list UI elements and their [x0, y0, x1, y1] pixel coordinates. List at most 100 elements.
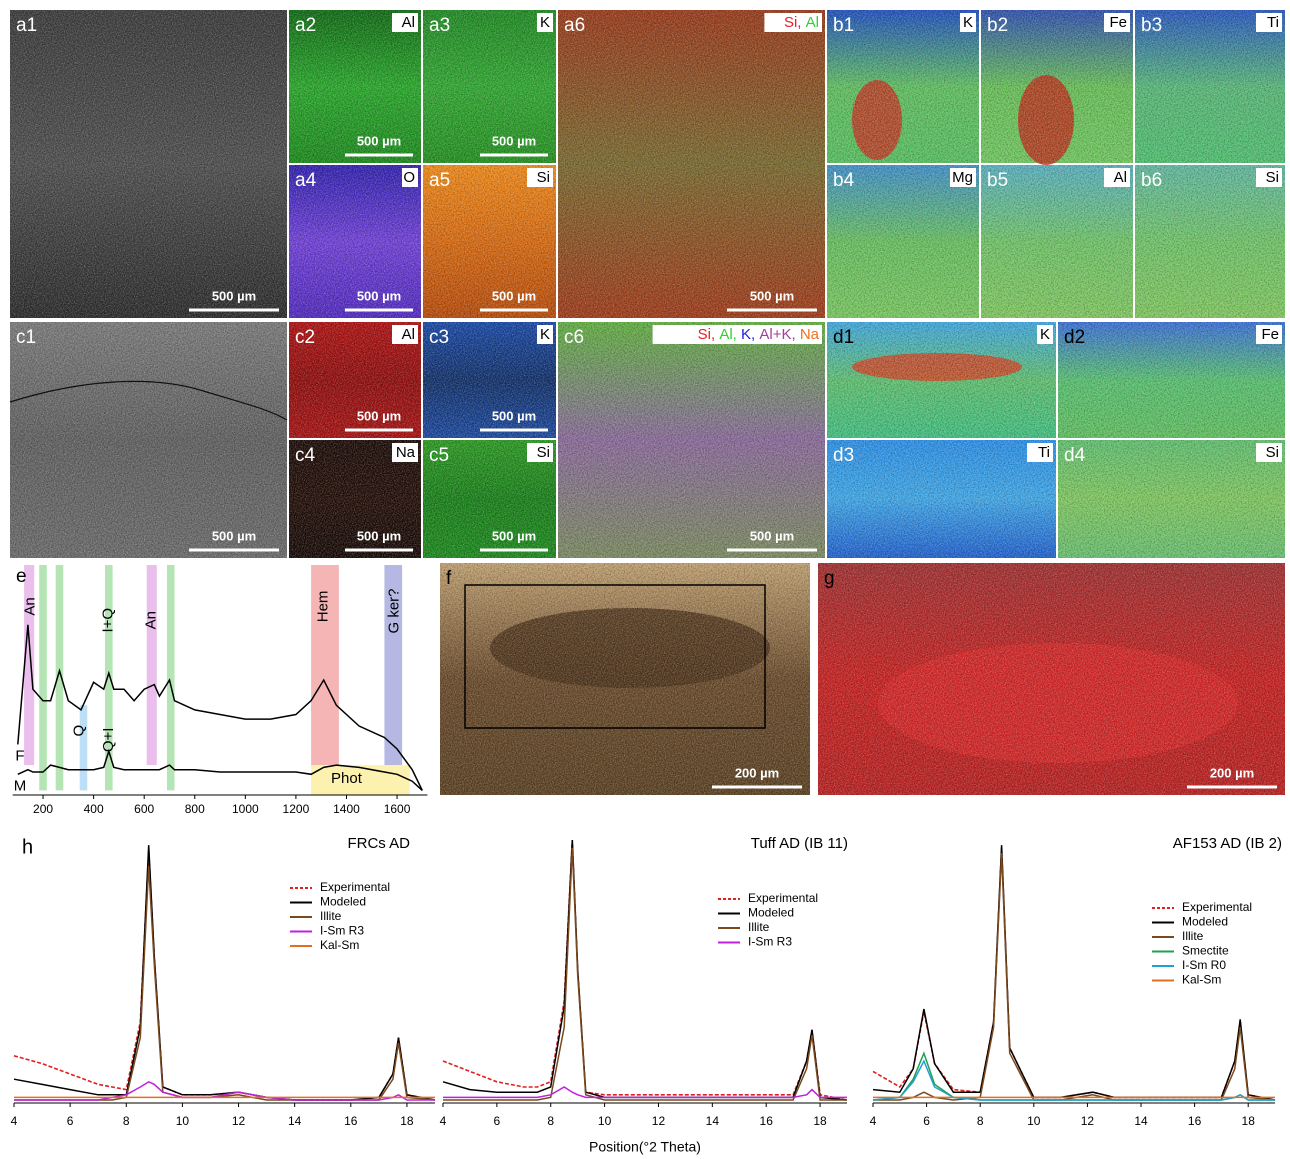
scale-bar-label: 200 µm — [1210, 765, 1254, 780]
x-tick-label: 12 — [652, 1114, 666, 1128]
panel-texture — [827, 440, 1056, 558]
panel-label: c2 — [295, 327, 315, 348]
legend-label: Experimental — [320, 880, 390, 894]
element-tag-part: Al+K, — [759, 326, 799, 343]
series-line — [443, 848, 847, 1100]
x-tick-label: 4 — [870, 1114, 877, 1128]
element-tag: Si — [1266, 444, 1279, 461]
element-tag-part: K, — [741, 326, 759, 343]
x-tick-label: 1200 — [283, 802, 310, 816]
scale-bar-label: 500 µm — [750, 288, 794, 303]
element-tag: Mg — [952, 169, 973, 186]
panel-label: c3 — [429, 327, 449, 348]
x-tick-label: 16 — [760, 1114, 774, 1128]
legend-label: Illite — [748, 920, 770, 934]
panel-label: c5 — [429, 445, 449, 466]
panel-label: d1 — [833, 327, 854, 348]
x-tick-label: 16 — [344, 1114, 358, 1128]
element-tag: Al — [402, 14, 415, 31]
annotation: An — [143, 611, 160, 629]
band — [167, 565, 175, 790]
legend-label: I-Sm R0 — [1182, 958, 1226, 972]
panel-label: b3 — [1141, 15, 1162, 36]
panel-texture — [1058, 440, 1285, 558]
x-tick-label: 1600 — [384, 802, 411, 816]
panel-label: c6 — [564, 327, 584, 348]
scale-bar-label: 500 µm — [357, 133, 401, 148]
panel-label: a3 — [429, 15, 450, 36]
element-tag: K — [540, 326, 550, 343]
scale-bar-label: 500 µm — [492, 288, 536, 303]
panel-texture — [10, 10, 287, 318]
element-tag-part: Si, — [698, 326, 720, 343]
legend-label: Modeled — [320, 895, 366, 909]
annotation: I+Q — [100, 608, 117, 633]
scale-bar-label: 500 µm — [357, 528, 401, 543]
x-tick-label: 14 — [1134, 1114, 1148, 1128]
panel-texture — [818, 563, 1285, 795]
panel-label: b2 — [987, 15, 1008, 36]
panel-texture — [440, 563, 810, 795]
chart-title: AF153 AD (IB 2) — [1173, 835, 1282, 852]
series-label: M — [14, 777, 27, 794]
panel-label: d3 — [833, 445, 854, 466]
panel-label: h — [22, 836, 33, 858]
annotation: An — [21, 597, 38, 615]
panel-label: e — [16, 566, 27, 587]
series-line — [14, 866, 435, 1100]
element-tag: Si — [537, 169, 550, 186]
panel-label: c4 — [295, 445, 316, 466]
element-tag: Ti — [1267, 14, 1279, 31]
panel-label: f — [446, 568, 452, 589]
x-tick-label: 18 — [400, 1114, 414, 1128]
legend-label: Illite — [320, 909, 342, 923]
element-tag: Si, Al — [784, 14, 819, 31]
legend-label: Experimental — [1182, 900, 1252, 914]
panel-label: c1 — [16, 327, 36, 348]
x-tick-label: 12 — [1081, 1114, 1095, 1128]
panel-texture — [558, 322, 825, 558]
element-tag: O — [403, 169, 415, 186]
legend-label: Kal-Sm — [320, 938, 359, 952]
x-tick-label: 4 — [440, 1114, 447, 1128]
legend-label: I-Sm R3 — [320, 924, 364, 938]
panel-e-background — [10, 563, 430, 795]
x-tick-label: 10 — [598, 1114, 612, 1128]
panel-label: b5 — [987, 170, 1008, 191]
panel-texture — [558, 10, 825, 318]
x-tick-label: 12 — [232, 1114, 246, 1128]
x-tick-label: 6 — [923, 1114, 930, 1128]
element-tag: K — [963, 14, 973, 31]
element-tag: Fe — [1261, 326, 1279, 343]
legend-label: Experimental — [748, 891, 818, 905]
x-tick-label: 18 — [1242, 1114, 1256, 1128]
element-tag: Ti — [1038, 444, 1050, 461]
element-tag: Al — [1114, 169, 1127, 186]
x-tick-label: 14 — [288, 1114, 302, 1128]
band — [80, 705, 88, 790]
x-tick-label: 800 — [185, 802, 205, 816]
panel-label: a2 — [295, 15, 316, 36]
element-tag-part: Al, — [719, 326, 741, 343]
annotation: G ker? — [385, 588, 402, 633]
x-tick-label: 10 — [1027, 1114, 1041, 1128]
scale-bar-label: 500 µm — [492, 528, 536, 543]
legend-label: Kal-Sm — [1182, 973, 1221, 987]
scale-bar-label: 200 µm — [735, 765, 779, 780]
band — [39, 565, 47, 790]
scale-bar-label: 500 µm — [357, 288, 401, 303]
scale-bar-label: 500 µm — [212, 288, 256, 303]
band — [24, 565, 34, 765]
panel-label: g — [824, 568, 835, 589]
element-tag: Fe — [1109, 14, 1127, 31]
band — [105, 565, 113, 790]
chart-title: Tuff AD (IB 11) — [751, 835, 848, 852]
x-tick-label: 200 — [33, 802, 53, 816]
annotation: Q — [71, 725, 88, 737]
x-tick-label: 18 — [813, 1114, 827, 1128]
element-tag: K — [1040, 326, 1050, 343]
panel-label: a5 — [429, 170, 450, 191]
panel-label: b1 — [833, 15, 854, 36]
panel-label: a4 — [295, 170, 317, 191]
panel-texture — [10, 322, 287, 558]
